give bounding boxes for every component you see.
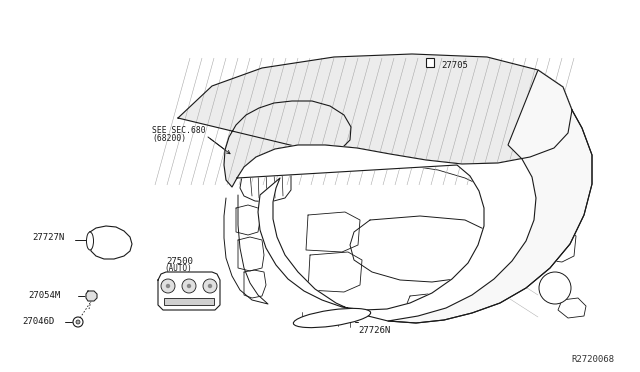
Text: (AUTO): (AUTO) <box>164 264 192 273</box>
Text: 27727N: 27727N <box>32 232 64 241</box>
Text: (68200): (68200) <box>152 134 186 143</box>
Polygon shape <box>178 54 572 187</box>
Circle shape <box>209 285 211 288</box>
Circle shape <box>188 285 191 288</box>
Polygon shape <box>158 272 220 310</box>
Circle shape <box>539 272 571 304</box>
Polygon shape <box>90 226 132 259</box>
Polygon shape <box>388 70 592 323</box>
Text: 27500: 27500 <box>166 257 193 266</box>
Text: 27726N: 27726N <box>358 326 390 335</box>
Circle shape <box>76 320 80 324</box>
Circle shape <box>182 279 196 293</box>
Text: 27054M: 27054M <box>28 292 60 301</box>
Bar <box>426 58 434 67</box>
Ellipse shape <box>293 308 371 328</box>
Text: SEE SEC.680: SEE SEC.680 <box>152 126 205 135</box>
Polygon shape <box>237 110 592 323</box>
Bar <box>164 298 214 305</box>
Polygon shape <box>86 291 97 301</box>
Circle shape <box>161 279 175 293</box>
Text: 27046D: 27046D <box>22 317 54 327</box>
Text: 27705: 27705 <box>441 61 468 70</box>
Ellipse shape <box>86 232 93 250</box>
Circle shape <box>203 279 217 293</box>
Circle shape <box>166 285 170 288</box>
Circle shape <box>73 317 83 327</box>
Text: R2720068: R2720068 <box>571 355 614 364</box>
